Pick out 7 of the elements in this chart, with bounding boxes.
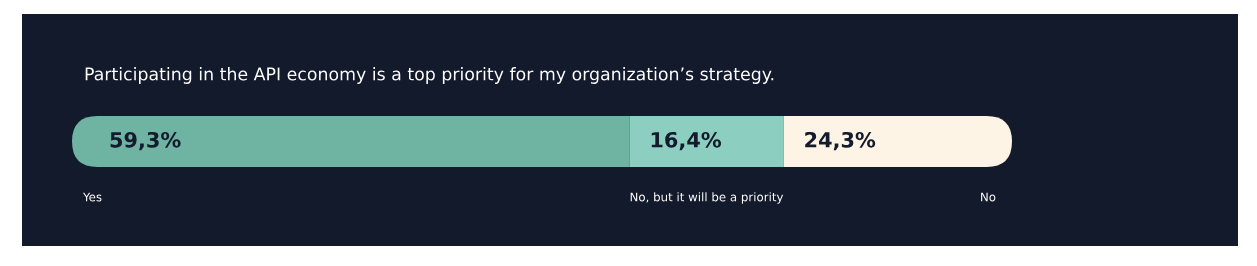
data-label: 16,4%: [651, 131, 722, 151]
chart-title: Participating in the API economy is a top priority for my organization’s strategy.: [85, 67, 774, 84]
text: Yes: [82, 192, 102, 202]
text: No: [981, 192, 996, 202]
data-label: 59,3%: [110, 131, 181, 151]
data-label: 24,3%: [805, 131, 876, 151]
text: No, but it will be a priority: [630, 192, 784, 204]
